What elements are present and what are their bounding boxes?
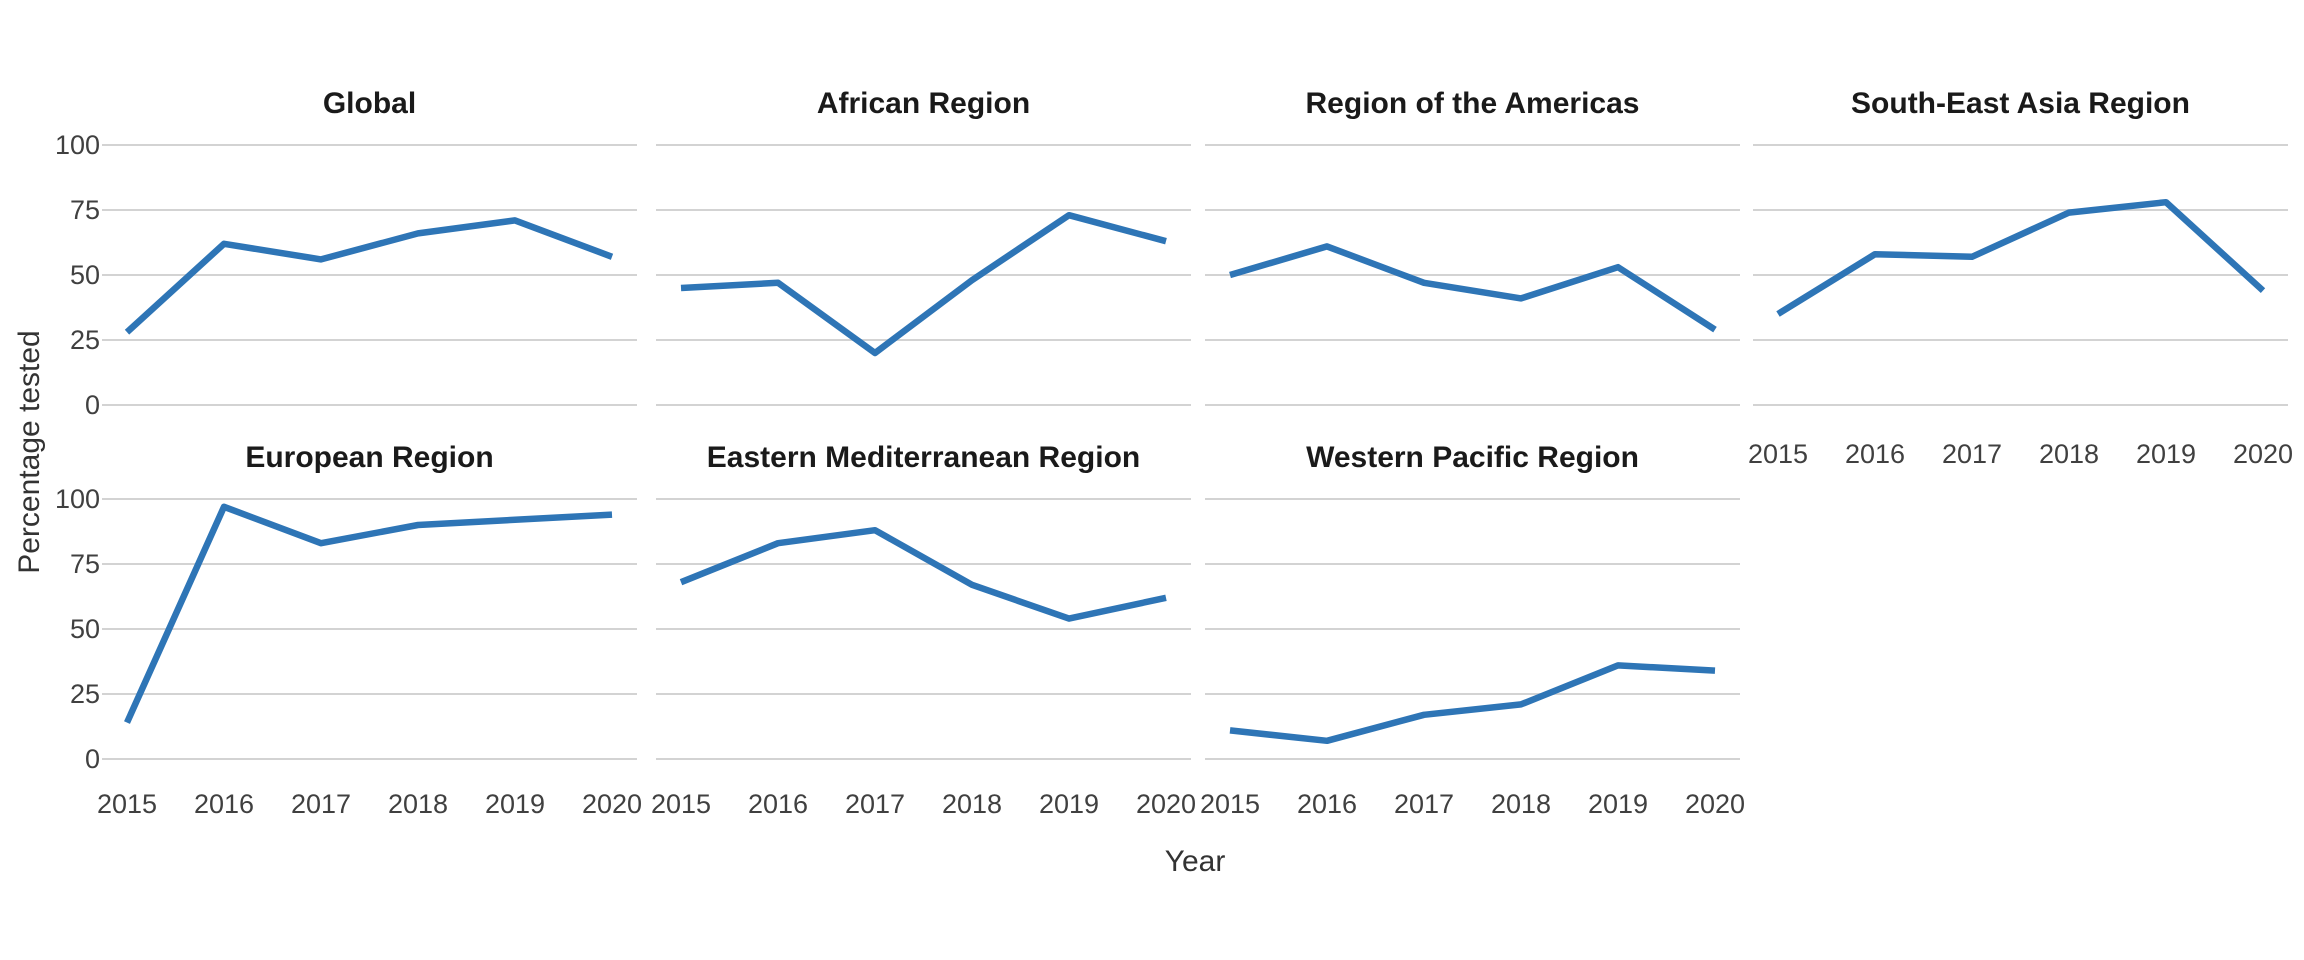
panel-title: European Region	[245, 441, 494, 474]
x-axis-tick-label: 2016	[747, 789, 809, 819]
x-axis-tick-label: 2015	[1747, 439, 1809, 469]
x-axis-tick-label: 2019	[484, 789, 546, 819]
x-axis-tick-label: 2017	[1393, 789, 1455, 819]
x-axis-tick-label: 2016	[1296, 789, 1358, 819]
panel-eastern-mediterranean-region: Eastern Mediterranean Region 2015 2016 2017…	[651, 441, 1196, 819]
x-axis-tick-label: 2018	[387, 789, 449, 819]
y-axis-tick-label: 100	[54, 130, 100, 160]
y-axis-tick-label: 25	[69, 325, 100, 355]
x-axis-tick-label: 2015	[1199, 789, 1261, 819]
x-axis-tick-label: 2020	[1135, 789, 1197, 819]
panel-plot-area	[656, 498, 1191, 760]
x-axis-tick-label: 2015	[96, 789, 158, 819]
x-axis-tick-label: 2017	[1941, 439, 2003, 469]
data-line-region-of-the-americas	[1229, 243, 1717, 333]
x-axis-tick-label: 2017	[290, 789, 352, 819]
data-line-eastern-mediterranean-region	[679, 526, 1167, 622]
y-axis-tick-label: 50	[69, 614, 100, 644]
x-axis-tick-label: 2016	[1844, 439, 1906, 469]
x-axis-tick-label: 2017	[844, 789, 906, 819]
panel-title: Global	[322, 87, 417, 120]
x-axis-tick-label: 2019	[1038, 789, 1100, 819]
panel-title: South-East Asia Region	[1851, 87, 2190, 120]
x-axis-tick-label: 2020	[2232, 439, 2294, 469]
panel-title: Eastern Mediterranean Region	[706, 441, 1141, 474]
x-axis-tick-label: 2019	[1587, 789, 1649, 819]
x-axis-tick-label: 2020	[581, 789, 643, 819]
y-axis-tick-label: 50	[69, 260, 100, 290]
panel-european-region: European Region 2015 2016 2017 2018 2019 2020	[97, 441, 642, 819]
data-line-european-region	[124, 503, 613, 724]
x-axis-tick-label: 2018	[941, 789, 1003, 819]
data-line-african-region	[680, 211, 1167, 357]
y-axis-title: Percentage tested	[13, 330, 46, 574]
panel-plot-area	[1205, 498, 1740, 760]
panel-plot-area	[656, 144, 1191, 406]
panel-south-east-asia-region: South-East Asia Region 2015 2016 2017 2018 20…	[1748, 87, 2293, 469]
panel-title: Region of the Americas	[1305, 87, 1640, 120]
panel-region-of-the-americas: Region of the Americas	[1205, 87, 1740, 418]
y-axis-tick-label: 25	[69, 679, 100, 709]
panel-title: African Region	[816, 87, 1031, 120]
panel-western-pacific-region: Western Pacific Region 2015 2016 2017 2018 20…	[1200, 441, 1745, 819]
panel-african-region: African Region	[656, 87, 1191, 418]
y-axis-tick-label: 75	[69, 549, 100, 579]
x-axis-tick-label: 2019	[2135, 439, 2197, 469]
panel-plot-area	[102, 144, 637, 406]
x-axis-tick-label: 2018	[1490, 789, 1552, 819]
y-axis-tick-label: 0	[84, 390, 100, 420]
x-axis-title: Year	[1164, 845, 1226, 878]
x-axis-tick-label: 2020	[1684, 789, 1746, 819]
panel-plot-area	[1205, 144, 1740, 406]
x-axis-tick-label: 2018	[2038, 439, 2100, 469]
y-axis-tick-label: 0	[84, 744, 100, 774]
y-axis-tick-label: 75	[69, 195, 100, 225]
x-axis-tick-label: 2016	[193, 789, 255, 819]
panel-title: Western Pacific Region	[1306, 441, 1639, 474]
x-axis-tick-label: 2015	[650, 789, 712, 819]
y-axis-tick-label: 100	[54, 484, 100, 514]
data-line-global	[124, 217, 614, 335]
data-line-south-east-asia-region	[1776, 198, 2266, 317]
panel-plot-area	[1753, 144, 2288, 406]
panel-plot-area	[102, 498, 637, 760]
panel-global: Global	[102, 87, 637, 418]
data-line-western-pacific-region	[1229, 662, 1716, 745]
